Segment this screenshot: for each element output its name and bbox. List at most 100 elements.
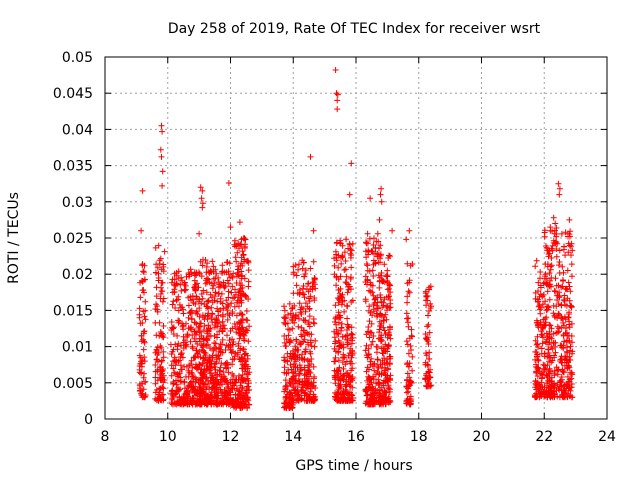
data-point: [427, 366, 434, 373]
data-point: [193, 293, 200, 300]
data-point: [227, 224, 234, 231]
data-point: [207, 358, 214, 365]
data-point: [307, 153, 314, 160]
data-point: [180, 333, 187, 340]
data-point: [205, 322, 212, 329]
data-point: [156, 363, 163, 370]
data-point: [141, 269, 147, 276]
data-point: [301, 273, 308, 280]
data-point: [564, 365, 571, 372]
data-point: [137, 320, 144, 327]
data-point: [378, 332, 385, 339]
data-point: [233, 329, 240, 336]
data-point: [336, 364, 343, 371]
x-tick-label: 16: [347, 429, 365, 445]
data-point: [226, 312, 233, 319]
data-point: [554, 323, 561, 330]
data-point: [366, 287, 373, 294]
data-point: [246, 323, 253, 330]
data-point: [534, 341, 541, 348]
data-point: [559, 263, 566, 270]
data-point: [310, 227, 317, 234]
data-point: [240, 398, 247, 405]
data-point: [182, 282, 189, 289]
data-point: [290, 290, 297, 297]
data-point: [535, 357, 542, 364]
data-point: [365, 383, 372, 390]
data-point: [363, 239, 369, 246]
data-point: [365, 351, 372, 357]
data-point: [374, 349, 380, 356]
data-point: [567, 288, 574, 295]
data-point: [335, 348, 342, 355]
data-point: [197, 328, 204, 335]
data-point: [191, 335, 198, 342]
data-point: [310, 258, 317, 265]
data-point: [366, 376, 373, 383]
data-point: [306, 323, 313, 330]
data-point: [349, 365, 356, 372]
data-point: [545, 346, 552, 353]
data-point: [230, 382, 237, 389]
data-point: [378, 399, 385, 406]
data-point: [560, 269, 567, 276]
x-axis-title: GPS time / hours: [295, 458, 412, 474]
data-point: [220, 369, 227, 375]
data-point: [305, 393, 312, 400]
data-point: [375, 305, 382, 312]
data-point: [191, 354, 198, 361]
data-point: [376, 284, 383, 291]
data-point: [332, 302, 339, 309]
data-point: [170, 378, 177, 385]
data-point: [425, 286, 432, 293]
data-point: [546, 354, 553, 361]
data-point: [187, 308, 194, 315]
data-point: [554, 240, 561, 247]
data-point: [139, 390, 146, 397]
data-point: [137, 360, 144, 367]
data-point: [209, 294, 215, 301]
data-point: [180, 326, 187, 333]
data-point: [239, 284, 246, 291]
data-point: [297, 341, 304, 348]
data-point: [215, 312, 222, 319]
data-point: [348, 247, 355, 254]
data-point: [424, 334, 431, 341]
data-point: [226, 391, 233, 398]
data-point: [349, 337, 356, 344]
data-point: [342, 279, 349, 286]
data-point: [305, 288, 312, 295]
data-point: [374, 312, 381, 319]
data-point: [554, 393, 561, 400]
data-point: [311, 295, 318, 301]
data-point: [136, 352, 143, 359]
data-point: [568, 261, 575, 268]
data-point: [372, 371, 379, 378]
data-point: [239, 248, 246, 255]
data-point: [298, 304, 305, 311]
data-point: [245, 267, 252, 274]
data-point: [546, 281, 553, 288]
data-point: [192, 301, 199, 307]
data-points: [136, 67, 576, 412]
data-point: [209, 311, 216, 318]
data-point: [544, 261, 551, 268]
data-point: [283, 336, 290, 343]
data-point: [568, 304, 575, 311]
data-point: [236, 288, 243, 295]
data-point: [296, 261, 302, 268]
data-point: [291, 319, 298, 326]
data-point: [537, 310, 544, 317]
data-point: [568, 369, 575, 376]
data-point: [241, 256, 248, 263]
data-point: [184, 393, 191, 400]
data-point: [298, 340, 305, 347]
data-point: [378, 270, 385, 276]
data-point: [173, 297, 180, 304]
data-point: [170, 331, 177, 337]
data-point: [215, 352, 222, 358]
data-point: [178, 342, 184, 349]
data-point: [243, 294, 250, 300]
data-point: [291, 354, 298, 361]
data-point: [539, 301, 546, 308]
